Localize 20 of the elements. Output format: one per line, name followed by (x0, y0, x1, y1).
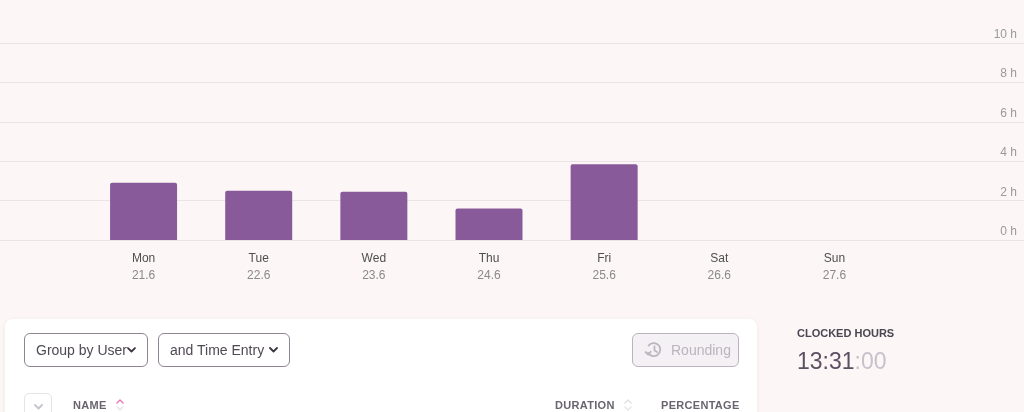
rounding-button: Rounding (632, 333, 739, 367)
x-tick-label: Thu 24.6 (477, 250, 501, 282)
x-tick-label: Sun 27.6 (822, 250, 847, 282)
text: NAME (73, 399, 107, 411)
dropdown-button: and Time Entry (158, 333, 290, 367)
text: PERCENTAGE (661, 399, 740, 411)
y-tick-label: 2 h (1000, 184, 1017, 199)
y-tick-label: 0 h (1000, 224, 1017, 238)
x-tick-label: Mon 21.6 (131, 250, 156, 282)
y-tick-label: 8 h (1000, 66, 1017, 81)
dropdown-button: Group by User (24, 333, 148, 367)
text: CLOCKED HOURS (797, 326, 895, 340)
x-tick-label: Fri 25.6 (592, 250, 617, 282)
x-tick-label: Sat 26.6 (707, 250, 732, 282)
text: DURATION (555, 399, 615, 411)
y-tick-label: 10 h (993, 27, 1017, 41)
x-tick-label: Wed 23.6 (361, 250, 387, 282)
y-tick-label: 4 h (1000, 145, 1017, 160)
y-tick-label: 6 h (1000, 105, 1017, 120)
x-tick-label: Tue 22.6 (247, 250, 271, 282)
